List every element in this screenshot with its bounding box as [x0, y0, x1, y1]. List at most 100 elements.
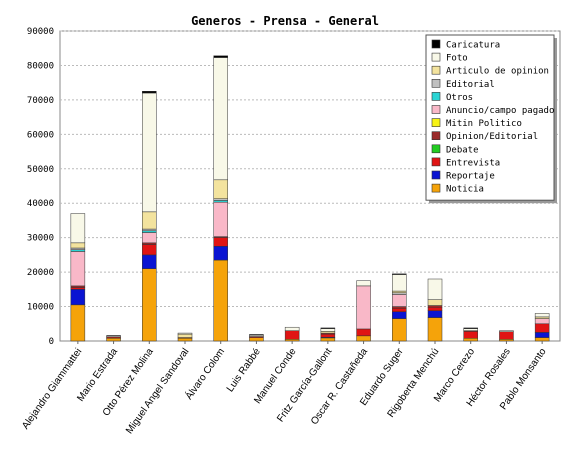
bar-segment	[320, 331, 336, 334]
legend-label: Reportaje	[446, 172, 495, 182]
bar-segment	[499, 330, 514, 332]
y-tick-label: 60000	[27, 130, 54, 140]
bar-segment	[70, 213, 86, 244]
bar-segment	[534, 313, 550, 318]
bar-segment	[284, 330, 300, 340]
bar-segment	[463, 331, 478, 339]
legend-swatch	[431, 65, 441, 75]
bar-segment	[356, 328, 371, 337]
bar-segment	[213, 201, 228, 237]
bar-segment	[70, 247, 86, 250]
bar-segment	[142, 211, 157, 230]
legend-label: Editorial	[446, 80, 495, 90]
y-tick-label: 90000	[27, 27, 54, 37]
y-tick-label: 30000	[27, 234, 54, 244]
legend-swatch	[431, 52, 441, 62]
bar-segment	[249, 334, 264, 336]
bar-segment	[70, 249, 86, 252]
bar-segment	[213, 200, 228, 203]
y-tick-label: 0	[49, 337, 54, 347]
bar-segment	[142, 230, 157, 233]
legend-label: Anuncio/campo pagado	[446, 106, 554, 116]
bar-layer	[70, 55, 550, 342]
bar-segment	[392, 306, 407, 309]
y-tick-label: 70000	[27, 96, 54, 106]
bar-segment	[534, 316, 550, 319]
y-tick-label: 10000	[27, 303, 54, 313]
legend-label: Debate	[446, 145, 479, 155]
y-tick-label: 40000	[27, 199, 54, 209]
bar-segment	[392, 292, 407, 295]
legend: Caricatura Foto Articulo de opinion Editori…	[425, 34, 557, 204]
legend-box	[425, 34, 555, 201]
legend-swatch	[431, 105, 441, 114]
bar-segment	[142, 254, 157, 269]
bar-segment	[213, 237, 228, 247]
bar-segment	[142, 92, 157, 213]
bar-segment	[534, 337, 550, 342]
bar-segment	[213, 198, 228, 201]
legend-label: Mitin Politico	[446, 119, 522, 129]
bar-segment	[427, 310, 443, 318]
bar-segment	[392, 290, 407, 294]
legend-label: Opinion/Editorial	[446, 132, 538, 142]
bar-segment	[463, 327, 478, 329]
bar-segment	[427, 306, 443, 311]
bar-segment	[106, 337, 121, 342]
bar-segment	[213, 179, 228, 199]
legend-label: Otros	[446, 93, 473, 103]
bar-segment	[70, 289, 86, 306]
bar-segment	[320, 327, 336, 329]
bar-segment	[392, 318, 407, 342]
bar-segment	[249, 337, 264, 342]
bar-segment	[320, 333, 336, 338]
bar-segment	[534, 318, 550, 325]
y-tick-label: 80000	[27, 61, 54, 71]
bar-segment	[320, 328, 336, 332]
bar-segment	[142, 228, 157, 232]
bar-segment	[213, 259, 228, 342]
bar-segment	[392, 273, 407, 275]
legend-swatch	[431, 79, 441, 88]
bar-segment	[106, 335, 121, 337]
chart-title: Generos - Prensa - General	[191, 14, 379, 28]
legend-label: Noticia	[446, 185, 484, 195]
legend-swatch	[431, 92, 441, 101]
bar-segment	[142, 268, 157, 342]
legend-swatch	[431, 131, 441, 140]
bar-segment	[177, 337, 193, 342]
bar-segment	[142, 244, 157, 256]
legend-swatch	[431, 183, 441, 193]
bar-segment	[463, 328, 478, 331]
legend-label: Foto	[446, 54, 468, 64]
bar-segment	[320, 337, 336, 342]
legend-label: Articulo de opinion	[446, 67, 549, 77]
bar-segment	[534, 332, 550, 338]
bar-segment	[392, 311, 407, 319]
bar-segment	[356, 280, 371, 287]
legend-swatch	[431, 170, 441, 180]
bar-segment	[213, 55, 228, 58]
bar-segment	[427, 299, 443, 306]
bar-segment	[392, 308, 407, 312]
legend-swatch	[431, 144, 441, 154]
bar-segment	[284, 339, 300, 342]
bar-segment	[284, 326, 300, 331]
bar-segment	[534, 323, 550, 333]
bar-segment	[142, 232, 157, 244]
bar-segment	[427, 317, 443, 342]
y-tick-label: 50000	[27, 165, 54, 175]
legend-swatch	[431, 118, 441, 127]
bar-segment	[70, 251, 86, 287]
legend-swatch	[431, 39, 441, 49]
bar-segment	[499, 339, 514, 342]
bar-segment	[70, 287, 86, 290]
bar-segment	[70, 304, 86, 342]
bar-segment	[427, 305, 443, 308]
bar-segment	[213, 57, 228, 181]
bar-segment	[392, 274, 407, 292]
bar-segment	[392, 294, 407, 307]
bar-segment	[177, 332, 193, 335]
